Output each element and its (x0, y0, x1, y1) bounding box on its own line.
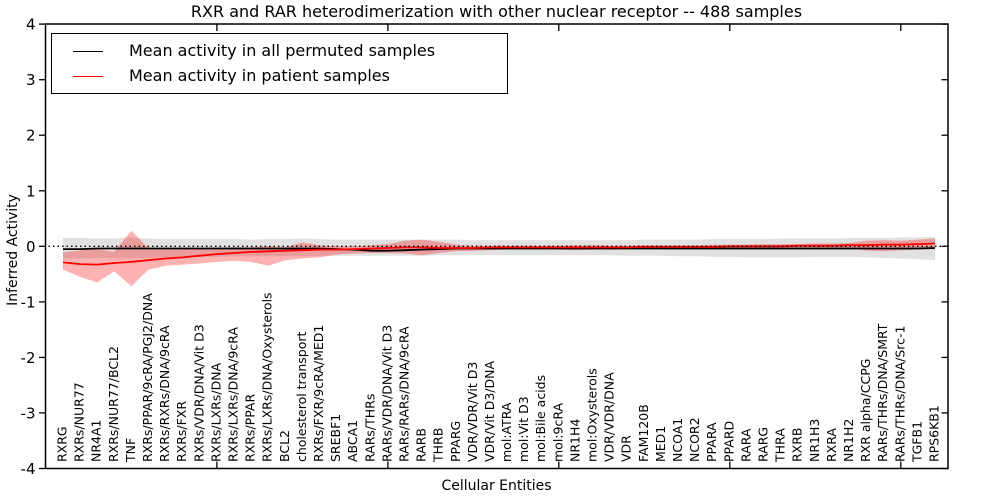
patient-mean-line (62, 242, 936, 266)
legend-label-permuted: Mean activity in all permuted samples (129, 41, 436, 60)
x-category-label: TNF (123, 438, 138, 463)
x-category-label: SREBF1 (328, 414, 343, 462)
x-category-label: RXRs/FXR/9cRA/MED1 (311, 325, 326, 462)
x-category-label: NCOA1 (670, 418, 685, 462)
x-category-label: RXRs/NUR77 (72, 382, 87, 462)
legend-entry-patient: Mean activity in patient samples (52, 68, 507, 84)
x-category-label: RXRs/PPAR (243, 394, 258, 462)
x-category-label: RARs/THRs/DNA/SMRT (875, 323, 890, 462)
x-category-label: mol:Oxysterols (585, 368, 600, 462)
y-tick-label: -2 (21, 349, 36, 367)
x-category-label: NR1H2 (841, 419, 856, 462)
x-category-label: mol:Bile acids (533, 375, 548, 462)
x-category-label: RARs/RARs/DNA/9cRA (397, 326, 412, 462)
x-category-label: RARs/VDR/DNA/Vit D3 (379, 325, 394, 462)
x-category-label: NR1H4 (567, 419, 582, 462)
y-tick-label: -1 (21, 293, 36, 311)
x-category-label: RXRB (790, 427, 805, 462)
x-axis-label: Cellular Entities (441, 478, 552, 494)
x-category-label: RARG (756, 427, 771, 462)
y-tick-label: 4 (26, 16, 36, 34)
x-category-label: VDR/VDR/Vit D3 (465, 362, 480, 462)
x-category-label: VDR/VDR/DNA (602, 372, 617, 462)
x-category-label: PPARD (721, 421, 736, 462)
legend-label-patient: Mean activity in patient samples (129, 66, 390, 85)
x-category-label: NR4A1 (89, 420, 104, 463)
y-axis-label: Inferred Activity (5, 194, 21, 306)
chart-title: RXR and RAR heterodimerization with othe… (190, 2, 803, 21)
x-category-label: cholesterol transport (294, 331, 309, 462)
x-category-label: NCOR2 (687, 417, 702, 462)
y-tick-label: 3 (26, 71, 36, 89)
y-tick-label: 0 (26, 238, 36, 256)
legend-entry-permuted: Mean activity in all permuted samples (52, 43, 507, 59)
y-tick-label: -4 (21, 460, 36, 478)
x-category-label: ABCA1 (345, 420, 360, 462)
x-category-label: RARs/THRs (362, 394, 377, 462)
x-category-label: RARA (738, 428, 753, 462)
x-category-label: RXRs/NUR77/BCL2 (106, 346, 121, 462)
x-category-label: RXRs/PPAR/9cRA/PGJ2/DNA (140, 293, 155, 462)
y-tick-label: -3 (21, 404, 36, 422)
permuted-line-swatch (73, 50, 103, 52)
x-category-label: RXR alpha/CCPG (858, 359, 873, 462)
x-category-label: RARs/THRs/DNA/Src-1 (892, 326, 907, 462)
patient-band (63, 230, 935, 287)
x-category-label: THRB (431, 428, 446, 463)
x-category-label: RXRG (55, 426, 70, 462)
x-category-label: THRA (773, 428, 788, 463)
x-category-label: RXRs/FXR (174, 401, 189, 462)
x-category-label: TGFB1 (909, 421, 924, 463)
x-category-label: VDR (619, 435, 634, 462)
x-category-label: RXRs/VDR/DNA/Vit D3 (191, 324, 206, 462)
legend: Mean activity in all permuted samples Me… (51, 33, 508, 94)
x-category-label: RXRs/LXRs/DNA (208, 362, 223, 462)
x-category-label: RXRA (824, 428, 839, 462)
permuted-mean-line (63, 247, 936, 252)
x-category-label: VDR/Vit D3/DNA (482, 361, 497, 462)
x-category-label: PPARA (704, 422, 719, 462)
patient-line-swatch (73, 75, 103, 77)
x-category-label: PPARG (448, 421, 463, 462)
x-category-label: RXRs/LXRs/DNA/Oxysterols (260, 292, 275, 462)
x-category-label: RPS6KB1 (927, 405, 942, 462)
x-category-label: RXRs/RXRs/DNA/9cRA (157, 325, 172, 462)
x-category-label: mol:9cRA (550, 402, 565, 462)
x-category-label: FAM120B (636, 404, 651, 462)
x-category-label: NR1H3 (807, 419, 822, 462)
x-category-label: RXRs/LXRs/DNA/9cRA (226, 327, 241, 462)
x-category-label: MED1 (653, 426, 668, 462)
x-category-label: mol:Vit D3 (516, 396, 531, 462)
x-category-label: RARB (414, 428, 429, 462)
y-tick-label: 1 (26, 182, 36, 200)
x-category-label: mol:ATRA (499, 402, 514, 462)
x-category-label: BCL2 (277, 430, 292, 462)
y-tick-label: 2 (26, 127, 36, 145)
